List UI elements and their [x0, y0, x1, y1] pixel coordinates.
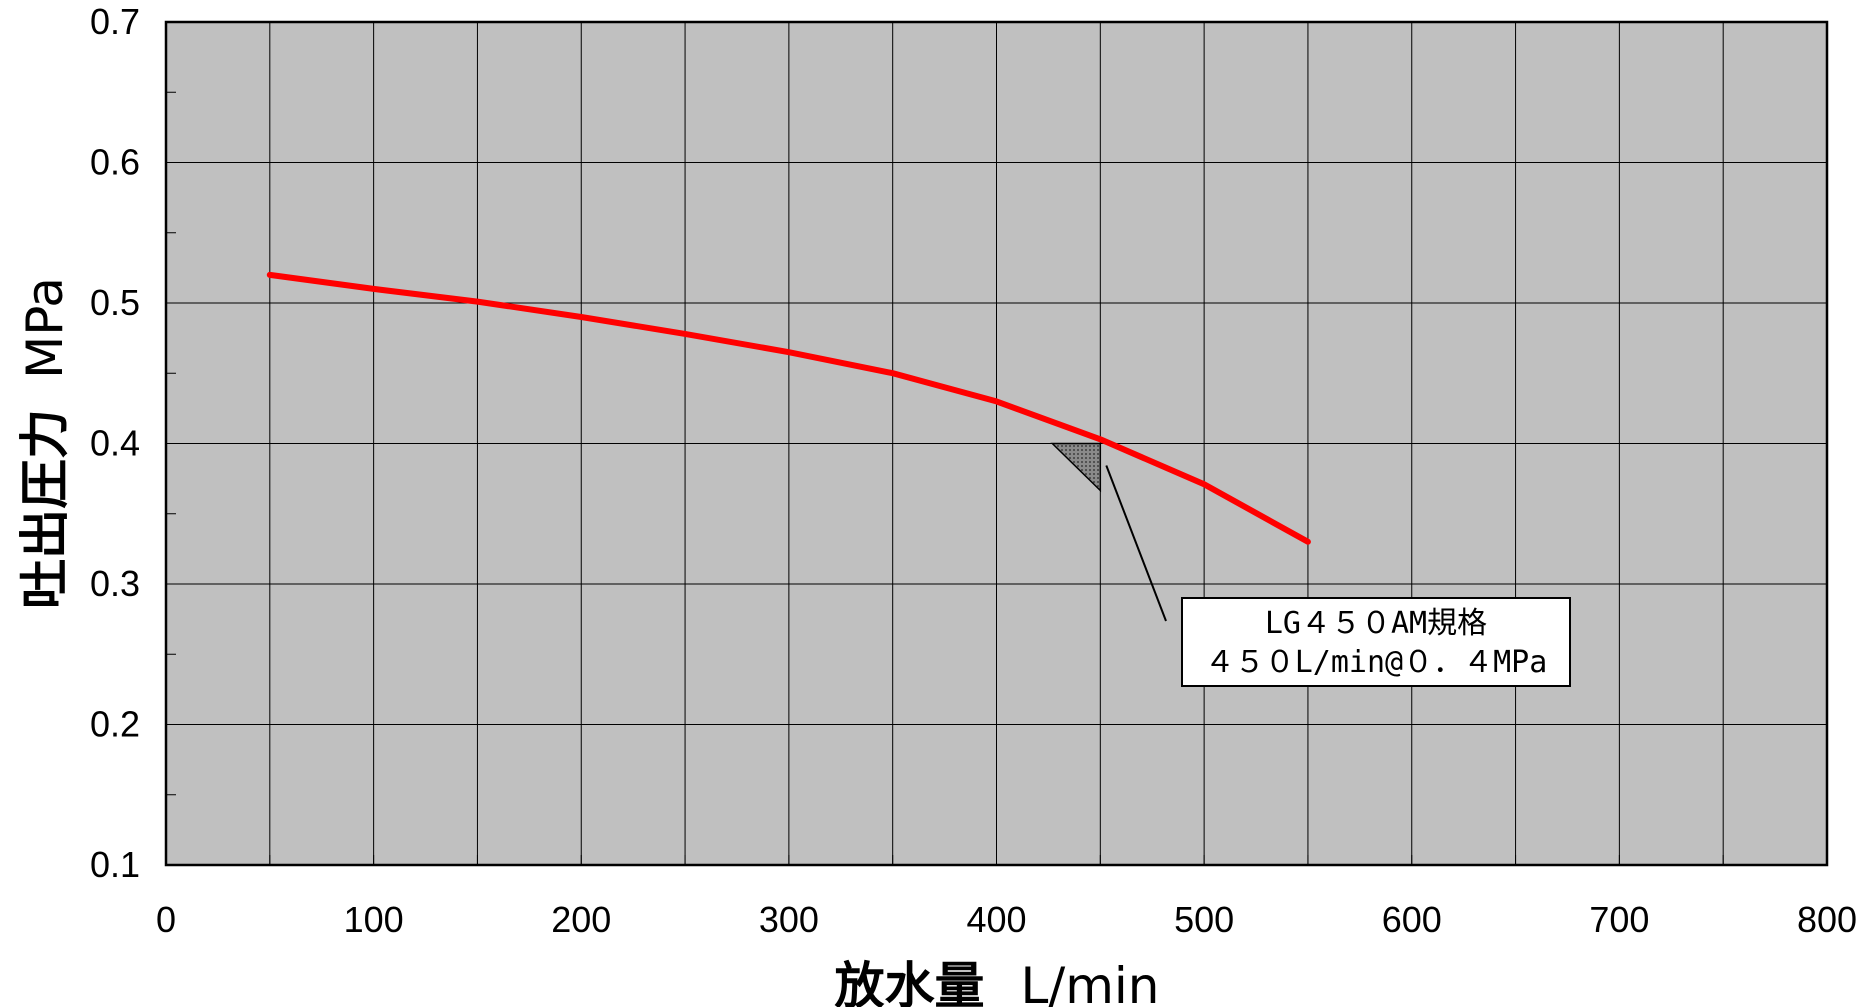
- y-tick-label: 0.6: [90, 142, 140, 183]
- spec-annotation: LG４５０AM規格 ４５０L/min@０．４MPa: [1050, 442, 1571, 687]
- y-tick-label: 0.1: [90, 844, 140, 885]
- x-tick-label: 700: [1589, 899, 1649, 940]
- x-tick-label: 500: [1174, 899, 1234, 940]
- x-tick-label: 400: [966, 899, 1026, 940]
- x-tick-label: 200: [551, 899, 611, 940]
- callout-line-2: ４５０L/min@０．４MPa: [1205, 645, 1548, 680]
- grid: [166, 22, 1827, 865]
- plot-frame: [164, 20, 1829, 867]
- series-layer: [266, 271, 1311, 545]
- callout-line-1: LG４５０AM規格: [1265, 606, 1487, 641]
- x-tick-label: 300: [759, 899, 819, 940]
- y-tick-labels: 0.1 0.2 0.3 0.4 0.5 0.6 0.7: [90, 1, 140, 885]
- y-tick-label: 0.7: [90, 1, 140, 42]
- x-tick-label: 100: [344, 899, 404, 940]
- x-axis-title: 放水量 L/min: [835, 957, 1160, 1007]
- y-tick-label: 0.3: [90, 563, 140, 604]
- x-tick-label: 0: [156, 899, 176, 940]
- x-tick-labels: 0 100 200 300 400 500 600 700 800: [156, 899, 1857, 940]
- x-tick-label: 800: [1797, 899, 1857, 940]
- minor-ticks: [165, 21, 1828, 866]
- y-axis-title: 吐出圧力MPa: [16, 277, 74, 609]
- y-tick-label: 0.2: [90, 704, 140, 745]
- x-tick-label: 600: [1382, 899, 1442, 940]
- callout-box: [1181, 597, 1571, 687]
- series-line: [266, 271, 1311, 545]
- spec-point-marker: [1050, 442, 1102, 493]
- callout-leader-line: [1105, 465, 1167, 622]
- y-tick-label: 0.5: [90, 282, 140, 323]
- y-tick-label: 0.4: [90, 423, 140, 464]
